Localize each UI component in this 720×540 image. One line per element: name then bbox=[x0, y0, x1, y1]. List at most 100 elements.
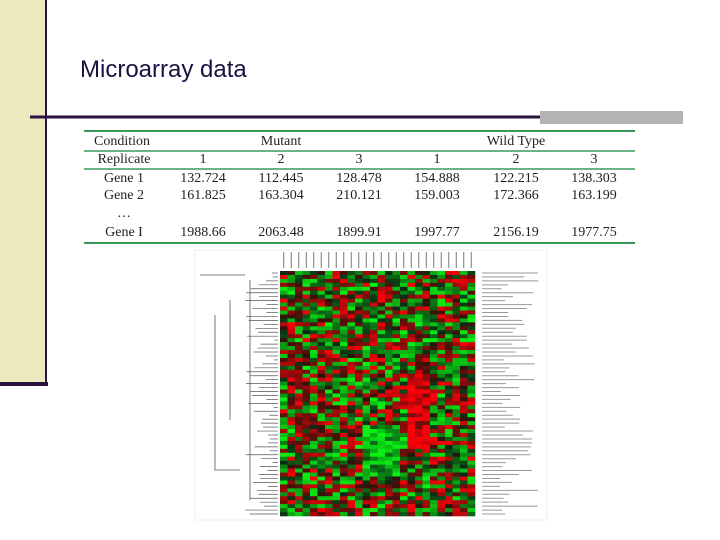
heatmap-cell bbox=[302, 417, 311, 422]
heatmap-cell bbox=[430, 433, 438, 438]
heatmap-cell bbox=[332, 278, 341, 284]
heatmap-cell bbox=[422, 369, 431, 375]
row-label: Gene I bbox=[105, 225, 143, 240]
heatmap-cell bbox=[317, 298, 326, 303]
heatmap-cell bbox=[377, 373, 386, 378]
heatmap-cell bbox=[310, 393, 318, 398]
heatmap-cell bbox=[392, 282, 401, 288]
heatmap-cell bbox=[415, 488, 423, 493]
heatmap-cell bbox=[280, 373, 288, 378]
heatmap-cell bbox=[452, 302, 461, 307]
heatmap-cell bbox=[430, 350, 438, 355]
heatmap-cell bbox=[317, 342, 326, 347]
heatmap-cell bbox=[310, 456, 318, 461]
heatmap-cell bbox=[430, 369, 438, 375]
heatmap-cell bbox=[422, 476, 431, 481]
heatmap-cell bbox=[355, 448, 363, 454]
heatmap-cell bbox=[452, 488, 461, 493]
heatmap-cell bbox=[385, 357, 393, 363]
heatmap-cell bbox=[460, 405, 468, 410]
heatmap-cell bbox=[392, 357, 401, 363]
heatmap-cell bbox=[287, 440, 296, 446]
heatmap-cell bbox=[385, 385, 393, 390]
heatmap-cell bbox=[400, 290, 408, 296]
heatmap-cell bbox=[362, 433, 371, 438]
heatmap-cell bbox=[280, 436, 288, 442]
heatmap-cell bbox=[422, 480, 431, 485]
heatmap-cell bbox=[317, 496, 326, 501]
heatmap-cell bbox=[370, 456, 378, 461]
heatmap-cell bbox=[452, 409, 461, 414]
heatmap-cell bbox=[317, 365, 326, 371]
heatmap-cell bbox=[310, 357, 318, 363]
heatmap-cell bbox=[452, 444, 461, 450]
heatmap-cell bbox=[445, 421, 453, 426]
heatmap-cell bbox=[385, 512, 393, 517]
heatmap-cell bbox=[302, 385, 311, 390]
heatmap-cell bbox=[415, 425, 423, 430]
heatmap-cell bbox=[422, 294, 431, 299]
heatmap-cell bbox=[407, 508, 416, 513]
heatmap-cell bbox=[437, 393, 446, 398]
heatmap-cell bbox=[355, 361, 363, 367]
heatmap-cell bbox=[430, 385, 438, 390]
heatmap-cell bbox=[407, 409, 416, 414]
heatmap-cell bbox=[437, 504, 446, 509]
heatmap-cell bbox=[332, 433, 341, 438]
heatmap-cell bbox=[430, 452, 438, 458]
heatmap-cell bbox=[355, 508, 363, 513]
heatmap-cell bbox=[385, 488, 393, 493]
heatmap-cell bbox=[422, 318, 431, 323]
heatmap-cell bbox=[370, 365, 378, 371]
heatmap-cell bbox=[377, 401, 386, 406]
heatmap-cell bbox=[295, 500, 303, 505]
heatmap-cell bbox=[317, 318, 326, 323]
heatmap-cell bbox=[392, 429, 401, 434]
heatmap-cell bbox=[392, 298, 401, 303]
heatmap-cell bbox=[437, 326, 446, 331]
heatmap-cell bbox=[302, 413, 311, 418]
heatmap-cell bbox=[437, 306, 446, 311]
heatmap-cell bbox=[362, 409, 371, 414]
heatmap-cell bbox=[325, 330, 333, 335]
heatmap-cell bbox=[370, 381, 378, 386]
heatmap-cell bbox=[467, 322, 476, 327]
heatmap-cell bbox=[332, 421, 341, 426]
heatmap-cell bbox=[332, 425, 341, 430]
heatmap-cell bbox=[347, 496, 356, 501]
heatmap-cell bbox=[287, 350, 296, 355]
heatmap-cell bbox=[362, 322, 371, 327]
heatmap-cell bbox=[340, 468, 348, 473]
heatmap-cell bbox=[392, 492, 401, 497]
heatmap-cell bbox=[400, 361, 408, 367]
heatmap-cell bbox=[302, 401, 311, 406]
heatmap-cell bbox=[445, 460, 453, 465]
heatmap-cell bbox=[392, 389, 401, 394]
heatmap-cell bbox=[355, 290, 363, 296]
heatmap-cell bbox=[422, 472, 431, 477]
heatmap-cell bbox=[392, 433, 401, 438]
heatmap-cell bbox=[310, 381, 318, 386]
heatmap-cell bbox=[430, 484, 438, 489]
heatmap-cell bbox=[355, 377, 363, 382]
heatmap-cell bbox=[452, 393, 461, 398]
heatmap-cell bbox=[295, 342, 303, 347]
heatmap-cell bbox=[415, 314, 423, 319]
heatmap-cell bbox=[340, 484, 348, 489]
heatmap-cell bbox=[302, 353, 311, 359]
heatmap-cell bbox=[392, 444, 401, 450]
heatmap-cell bbox=[287, 373, 296, 378]
heatmap-cell bbox=[415, 330, 423, 335]
heatmap-cell bbox=[392, 290, 401, 296]
heatmap-cell bbox=[347, 397, 356, 402]
heatmap-cell bbox=[407, 504, 416, 509]
heatmap-cell bbox=[467, 405, 476, 410]
heatmap-cell bbox=[355, 456, 363, 461]
heatmap-cell bbox=[415, 290, 423, 296]
heatmap-cell bbox=[452, 314, 461, 319]
heatmap-cell bbox=[370, 389, 378, 394]
heatmap-cell bbox=[295, 361, 303, 367]
heatmap-cell bbox=[347, 334, 356, 339]
heatmap-cell bbox=[377, 488, 386, 493]
heatmap-cell bbox=[392, 322, 401, 327]
